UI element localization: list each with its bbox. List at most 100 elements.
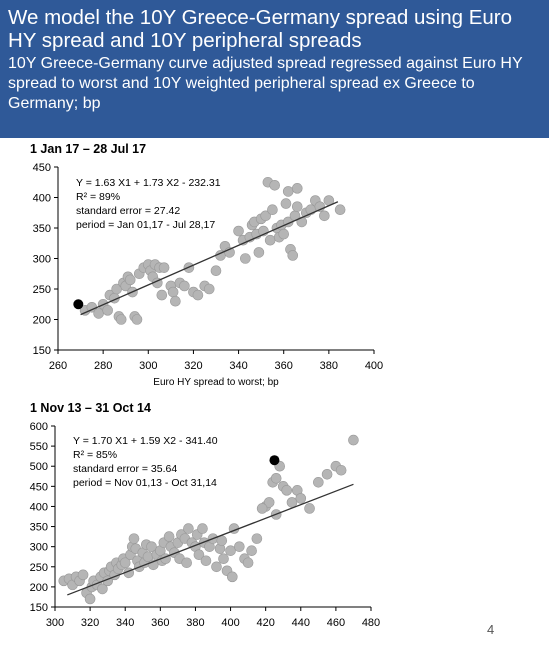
point xyxy=(179,280,190,292)
x-tick-label: 300 xyxy=(46,617,64,629)
x-tick-label: 340 xyxy=(229,360,247,372)
point xyxy=(102,305,113,316)
x-tick-label: 420 xyxy=(256,617,274,629)
point xyxy=(269,180,280,191)
point xyxy=(193,549,205,561)
point xyxy=(218,553,229,565)
x-tick-label: 400 xyxy=(221,617,239,629)
point xyxy=(282,186,294,197)
point xyxy=(119,557,131,569)
point xyxy=(251,533,263,544)
point xyxy=(84,593,96,605)
point xyxy=(334,204,346,215)
x-tick-label: 340 xyxy=(116,617,134,629)
point xyxy=(281,485,293,496)
fit-line xyxy=(80,201,339,316)
annotation: period = Nov 01,13 - Oct 31,14 xyxy=(73,477,217,489)
x-axis-label: Euro HY spread to worst; bp xyxy=(153,377,279,388)
point xyxy=(156,289,168,301)
y-tick-label: 300 xyxy=(30,542,48,554)
point xyxy=(313,477,324,488)
chart-title: 1 Jan 17 – 28 Jul 17 xyxy=(30,142,146,156)
y-tick-label: 150 xyxy=(30,602,48,614)
x-tick-label: 360 xyxy=(151,617,169,629)
point xyxy=(269,455,280,466)
annotation: Y = 1.63 X1 + 1.73 X2 - 232.31 xyxy=(76,177,221,189)
point xyxy=(167,286,179,298)
point xyxy=(210,265,222,277)
point xyxy=(253,247,265,258)
header: We model the 10Y Greece-Germany spread u… xyxy=(0,0,549,138)
point xyxy=(348,434,359,446)
fit-line xyxy=(67,483,354,596)
annotation: standard error = 35.64 xyxy=(73,463,177,475)
x-tick-label: 280 xyxy=(94,360,112,372)
point xyxy=(278,228,290,240)
point xyxy=(203,283,215,295)
point xyxy=(242,557,254,569)
y-tick-label: 200 xyxy=(33,315,51,327)
annotation: R² = 85% xyxy=(73,449,117,461)
point xyxy=(211,561,222,573)
point xyxy=(124,274,136,286)
point xyxy=(146,541,157,552)
point xyxy=(97,583,108,595)
x-tick-label: 380 xyxy=(320,360,338,372)
chart-title: 1 Nov 13 – 31 Oct 14 xyxy=(30,401,151,415)
y-tick-label: 500 xyxy=(30,461,48,473)
x-tick-label: 320 xyxy=(184,360,202,372)
point xyxy=(260,210,271,222)
slide-subtitle: 10Y Greece-Germany curve adjusted spread… xyxy=(8,55,523,112)
annotation: standard error = 27.42 xyxy=(76,205,180,217)
y-tick-label: 350 xyxy=(33,223,51,235)
point xyxy=(291,201,303,212)
point xyxy=(73,299,84,310)
point xyxy=(291,183,303,194)
x-tick-label: 480 xyxy=(362,617,380,629)
y-tick-label: 400 xyxy=(33,193,51,205)
point xyxy=(304,503,315,514)
point xyxy=(319,210,330,222)
y-tick-label: 600 xyxy=(30,421,48,433)
x-tick-label: 360 xyxy=(275,360,293,372)
y-tick-label: 300 xyxy=(33,254,51,266)
point xyxy=(93,308,104,319)
point xyxy=(115,314,127,325)
point xyxy=(197,523,208,534)
point xyxy=(233,225,244,237)
x-tick-label: 320 xyxy=(81,617,99,629)
point xyxy=(264,234,276,246)
x-tick-label: 460 xyxy=(327,617,345,629)
point xyxy=(183,523,194,534)
page-number: 4 xyxy=(487,622,494,637)
point xyxy=(263,497,275,508)
y-tick-label: 250 xyxy=(30,562,48,574)
point xyxy=(256,503,268,514)
x-tick-label: 300 xyxy=(139,360,157,372)
point xyxy=(227,571,238,583)
point xyxy=(234,541,245,552)
y-tick-label: 350 xyxy=(30,522,48,534)
point xyxy=(335,464,347,476)
point xyxy=(321,468,333,480)
point xyxy=(267,204,278,215)
y-tick-label: 400 xyxy=(30,501,48,513)
point xyxy=(170,295,181,307)
point xyxy=(295,493,307,504)
point xyxy=(163,531,175,542)
annotation: period = Jan 01,17 - Jul 28,17 xyxy=(76,219,215,231)
x-tick-label: 380 xyxy=(186,617,204,629)
x-tick-label: 440 xyxy=(292,617,310,629)
y-tick-label: 550 xyxy=(30,441,48,453)
y-tick-label: 450 xyxy=(30,481,48,493)
x-tick-label: 260 xyxy=(49,360,67,372)
point xyxy=(200,555,212,567)
point xyxy=(286,497,298,508)
y-tick-label: 200 xyxy=(30,582,48,594)
point xyxy=(131,314,143,325)
point xyxy=(158,262,170,273)
x-tick-label: 400 xyxy=(365,360,383,372)
point xyxy=(181,557,192,569)
point xyxy=(77,569,89,581)
